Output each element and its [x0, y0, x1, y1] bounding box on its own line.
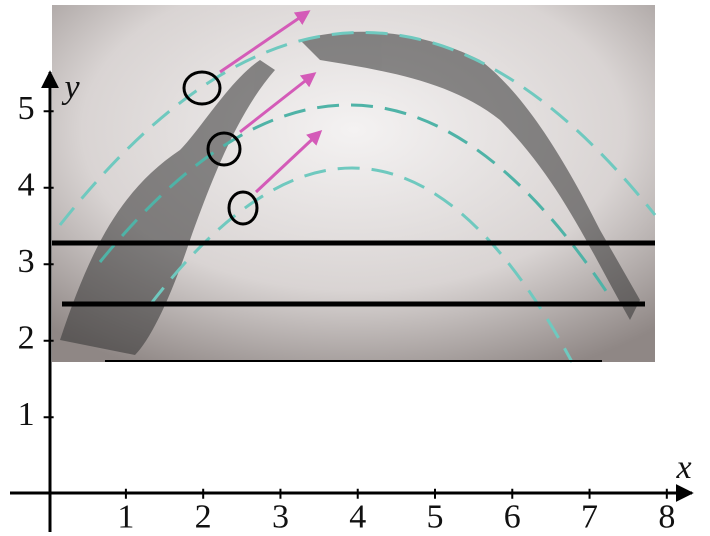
x-tick-label: 1 [117, 499, 134, 536]
y-tick-label: 2 [18, 320, 35, 357]
x-tick-label: 3 [272, 499, 289, 536]
x-tick-label: 4 [349, 499, 366, 536]
x-tick-label: 2 [195, 499, 212, 536]
y-tick-label: 1 [18, 396, 35, 433]
y-tick-label: 5 [18, 90, 35, 127]
y-tick-label: 4 [18, 167, 35, 204]
x-tick-label: 6 [504, 499, 521, 536]
x-tick-label: 5 [427, 499, 444, 536]
photo [52, 5, 657, 363]
y-tick-label: 3 [18, 243, 35, 280]
axes: x y [10, 69, 694, 532]
y-axis-label: y [61, 69, 80, 106]
x-tick-label: 7 [581, 499, 598, 536]
x-axis-label: x [675, 449, 691, 486]
x-tick-label: 8 [658, 499, 675, 536]
